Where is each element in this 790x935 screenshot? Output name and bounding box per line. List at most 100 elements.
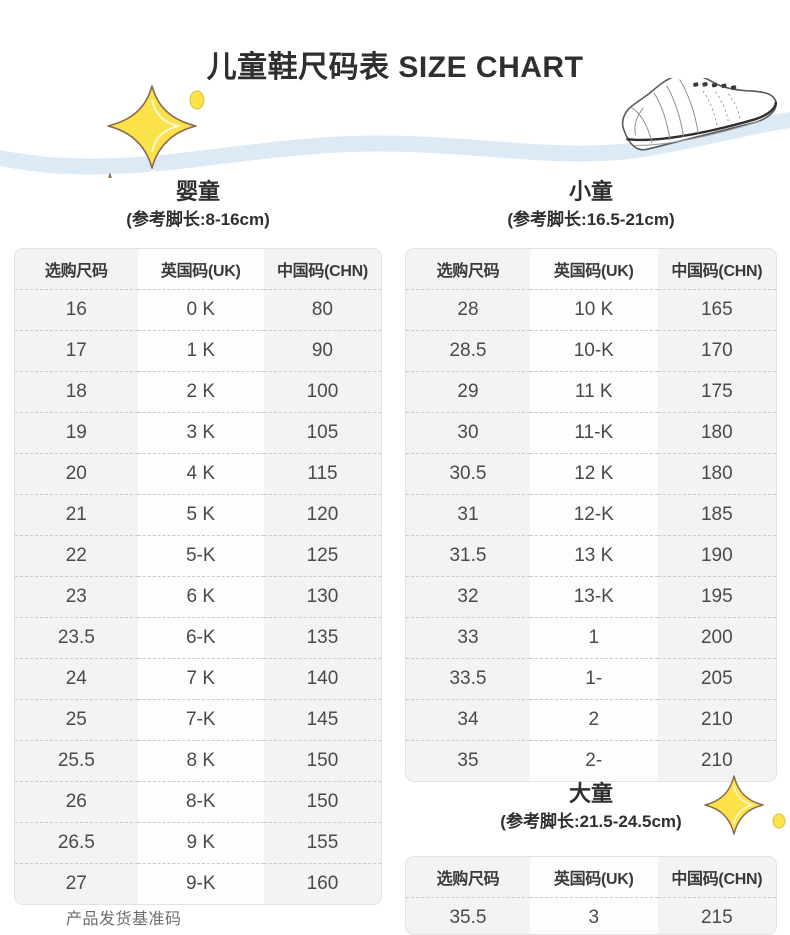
cell-chn: 115 [263, 453, 381, 495]
cell-size: 30 [406, 412, 530, 454]
cell-chn: 180 [657, 453, 776, 495]
table-body-infant: 16 0 K 80 17 1 K 90 18 2 K 100 19 3 K 105 20 4 K 115 21… [15, 289, 381, 904]
column-header-uk: 英国码(UK) [529, 249, 658, 290]
cell-uk: 12 K [529, 453, 658, 495]
table-header-row: 选购尺码 英国码(UK) 中国码(CHN) [406, 249, 776, 290]
cell-uk: 6 K [137, 576, 264, 618]
cell-chn: 125 [263, 535, 381, 577]
table-header-row: 选购尺码 英国码(UK) 中国码(CHN) [15, 249, 381, 290]
dot-icon [189, 90, 205, 110]
table-row: 25 7-K 145 [15, 699, 381, 741]
cell-uk: 7-K [137, 699, 264, 741]
column-header-chn: 中国码(CHN) [657, 249, 776, 290]
table-row: 35 2- 210 [406, 740, 776, 781]
cell-chn: 195 [657, 576, 776, 618]
table-row: 25.5 8 K 150 [15, 740, 381, 782]
cell-uk: 3 K [137, 412, 264, 454]
cell-size: 25.5 [15, 740, 138, 782]
table-row: 26.5 9 K 155 [15, 822, 381, 864]
section-header-big: 大童 (参考脚长:21.5-24.5cm) [405, 780, 777, 834]
table-row: 16 0 K 80 [15, 289, 381, 331]
cell-chn: 215 [657, 897, 776, 934]
section-title-infant: 婴童 [175, 179, 220, 204]
table-row: 23.5 6-K 135 [15, 617, 381, 659]
wave-ribbon [0, 112, 790, 175]
cell-size: 23.5 [15, 617, 138, 659]
cell-uk: 6-K [137, 617, 264, 659]
cell-chn: 100 [263, 371, 381, 413]
table-row: 35.5 3 215 [406, 897, 776, 934]
cell-uk: 10-K [529, 330, 658, 372]
table-row: 24 7 K 140 [15, 658, 381, 700]
size-table-infant: 选购尺码 英国码(UK) 中国码(CHN) 16 0 K 80 17 1 K 90 18 2 … [14, 248, 382, 905]
cell-uk: 1 [529, 617, 658, 659]
cell-size: 18 [15, 371, 138, 413]
cell-size: 16 [15, 289, 138, 331]
cell-chn: 145 [263, 699, 381, 741]
cell-uk: 10 K [529, 289, 658, 331]
table-body-big: 35.5 3 215 [406, 897, 776, 934]
cell-size: 26.5 [15, 822, 138, 864]
table-row: 18 2 K 100 [15, 371, 381, 413]
section-subtitle-big: (参考脚长:21.5-24.5cm) [500, 812, 682, 831]
table-row: 32 13-K 195 [406, 576, 776, 618]
cell-size: 30.5 [406, 453, 530, 495]
cell-size: 20 [15, 453, 138, 495]
cell-chn: 140 [263, 658, 381, 700]
cell-size: 17 [15, 330, 138, 372]
cell-uk: 11-K [529, 412, 658, 454]
cell-uk: 8-K [137, 781, 264, 823]
cell-size: 23 [15, 576, 138, 618]
size-table-small: 选购尺码 英国码(UK) 中国码(CHN) 28 10 K 165 28.5 10-K 1… [405, 248, 777, 782]
cell-size: 31.5 [406, 535, 530, 577]
cell-uk: 4 K [137, 453, 264, 495]
section-subtitle-small: (参考脚长:16.5-21cm) [507, 210, 675, 229]
cell-size: 28.5 [406, 330, 530, 372]
cell-chn: 150 [263, 740, 381, 782]
cell-size: 29 [406, 371, 530, 413]
cell-chn: 200 [657, 617, 776, 659]
cell-size: 19 [15, 412, 138, 454]
cell-size: 27 [15, 863, 138, 904]
table-row: 34 2 210 [406, 699, 776, 741]
cell-chn: 170 [657, 330, 776, 372]
cell-size: 34 [406, 699, 530, 741]
table-row: 33.5 1- 205 [406, 658, 776, 700]
page-title: 儿童鞋尺码表 SIZE CHART [206, 51, 584, 84]
table-row: 22 5-K 125 [15, 535, 381, 577]
column-header-uk: 英国码(UK) [529, 857, 658, 898]
shipping-base-size-note: 产品发货基准码 [66, 911, 182, 928]
cell-chn: 180 [657, 412, 776, 454]
cell-size: 24 [15, 658, 138, 700]
cell-chn: 190 [657, 535, 776, 577]
column-header-chn: 中国码(CHN) [263, 249, 381, 290]
cell-chn: 105 [263, 412, 381, 454]
cell-size: 28 [406, 289, 530, 331]
cell-uk: 8 K [137, 740, 264, 782]
sparkle-icon [107, 85, 197, 169]
table-row: 31 12-K 185 [406, 494, 776, 536]
column-header-chn: 中国码(CHN) [657, 857, 776, 898]
cell-uk: 2 K [137, 371, 264, 413]
cell-chn: 165 [657, 289, 776, 331]
cell-uk: 1- [529, 658, 658, 700]
cell-uk: 13 K [529, 535, 658, 577]
section-header-infant: 婴童 (参考脚长:8-16cm) [14, 178, 382, 232]
table-infant: 选购尺码 英国码(UK) 中国码(CHN) 16 0 K 80 17 1 K 90 18 2 … [15, 249, 381, 904]
cell-size: 22 [15, 535, 138, 577]
cell-chn: 160 [263, 863, 381, 904]
table-row: 30 11-K 180 [406, 412, 776, 454]
cell-uk: 12-K [529, 494, 658, 536]
cell-uk: 11 K [529, 371, 658, 413]
cell-chn: 205 [657, 658, 776, 700]
table-body-small: 28 10 K 165 28.5 10-K 170 29 11 K 175 30 11-K 180 30… [406, 289, 776, 781]
table-small: 选购尺码 英国码(UK) 中国码(CHN) 28 10 K 165 28.5 10-K 1… [406, 249, 776, 781]
table-row: 26 8-K 150 [15, 781, 381, 823]
column-header-size: 选购尺码 [406, 857, 530, 898]
cell-size: 26 [15, 781, 138, 823]
section-title-big: 大童 [568, 781, 613, 806]
column-header-uk: 英国码(UK) [137, 249, 264, 290]
table-row: 33 1 200 [406, 617, 776, 659]
table-row: 19 3 K 105 [15, 412, 381, 454]
cell-uk: 3 [529, 897, 658, 934]
